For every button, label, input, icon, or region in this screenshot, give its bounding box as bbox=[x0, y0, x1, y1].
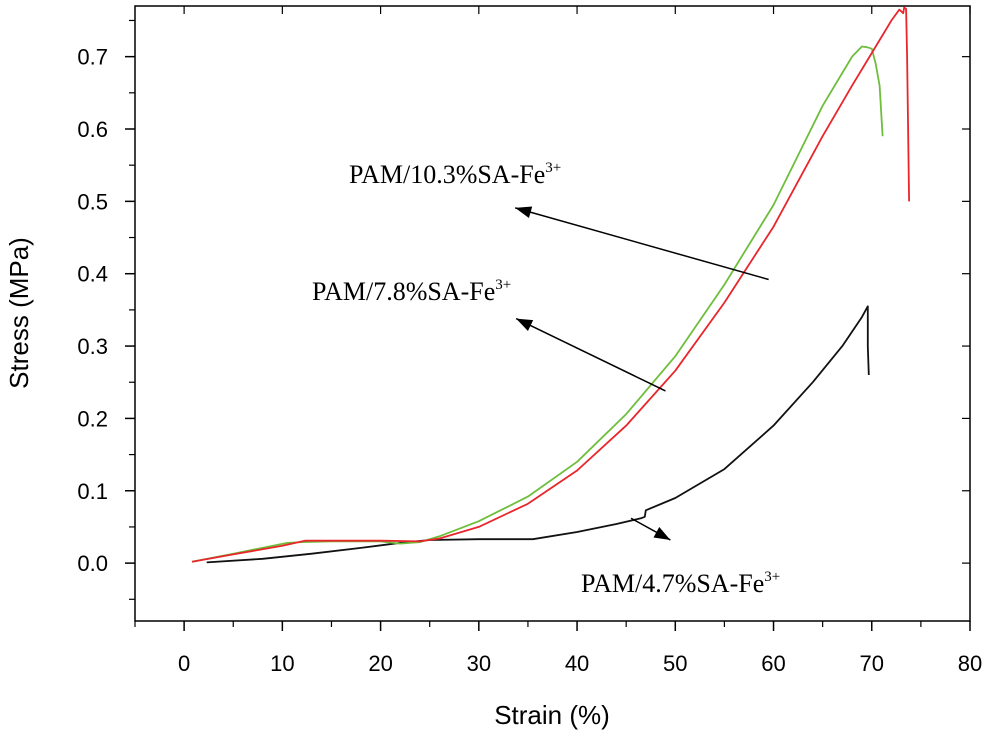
x-tick-label: 0 bbox=[178, 651, 190, 676]
series-line-1 bbox=[191, 6, 910, 563]
x-tick-label: 50 bbox=[663, 651, 687, 676]
series-line-2 bbox=[191, 45, 884, 563]
annotation-label: PAM/10.3%SA-Fe3+ bbox=[349, 160, 561, 189]
annotation-arrow-line bbox=[514, 207, 769, 281]
y-tick-label: 0.1 bbox=[77, 479, 108, 504]
x-tick-label: 10 bbox=[270, 651, 294, 676]
annotation-arrow-line bbox=[515, 317, 666, 392]
x-axis-title: Strain (%) bbox=[494, 700, 610, 730]
y-tick-label: 0.4 bbox=[77, 262, 108, 287]
tick-labels: 0 10 20 30 40 50 60 70 80 0.0 0.1 0.2 0.3 0.4 0.5 0.6 0.… bbox=[77, 45, 982, 676]
x-tick-label: 30 bbox=[467, 651, 491, 676]
x-tick-label: 40 bbox=[565, 651, 589, 676]
annotation-label: PAM/7.8%SA-Fe3+ bbox=[312, 277, 511, 306]
annotation-arrow-head bbox=[516, 318, 534, 331]
annotation-arrow-head bbox=[515, 206, 533, 218]
y-tick-label: 0.0 bbox=[77, 551, 108, 576]
y-tick-label: 0.2 bbox=[77, 406, 108, 431]
annotation-layer: PAM/10.3%SA-Fe3+ PAM/7.8%SA-Fe3+ PAM/4.7%S… bbox=[312, 160, 780, 598]
x-tick-label: 70 bbox=[860, 651, 884, 676]
y-tick-label: 0.5 bbox=[77, 189, 108, 214]
y-tick-label: 0.3 bbox=[77, 334, 108, 359]
axis-ticks bbox=[125, 6, 971, 631]
plot-frame bbox=[134, 5, 971, 622]
x-tick-label: 60 bbox=[761, 651, 785, 676]
y-tick-label: 0.7 bbox=[77, 45, 108, 70]
y-axis-title: Stress (MPa) bbox=[4, 237, 34, 389]
y-tick-label: 0.6 bbox=[77, 117, 108, 142]
annotation-label: PAM/4.7%SA-Fe3+ bbox=[581, 569, 780, 598]
x-tick-label: 20 bbox=[368, 651, 392, 676]
series-layer bbox=[191, 6, 910, 564]
x-tick-label: 80 bbox=[958, 651, 982, 676]
annotation-arrow-head bbox=[653, 526, 671, 540]
series-line-3 bbox=[206, 305, 870, 564]
